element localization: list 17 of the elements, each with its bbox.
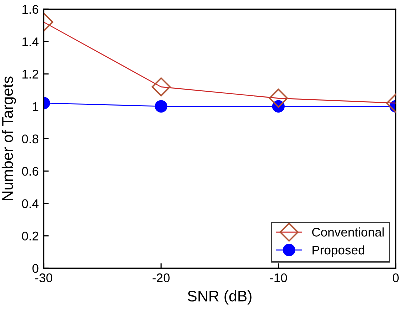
y-tick-label: 0.2 xyxy=(22,232,39,241)
x-axis-title: SNR (dB) xyxy=(188,290,252,305)
legend-label: Conventional xyxy=(312,228,384,237)
y-tick-label: 1.4 xyxy=(22,38,39,46)
y-axis-title: Number of Targets xyxy=(2,76,16,200)
y-tick-label: 0 xyxy=(32,264,39,274)
x-tick-label: -30 xyxy=(36,274,53,283)
legend-label: Proposed xyxy=(312,246,364,258)
y-tick-label: 0.8 xyxy=(22,134,39,144)
x-tick-label: -10 xyxy=(270,274,288,283)
y-tick-label: 1 xyxy=(33,102,39,112)
y-tick-label: 0.6 xyxy=(22,167,39,176)
y-tick-label: 1.2 xyxy=(22,70,39,79)
x-tick-label: -20 xyxy=(152,274,170,283)
x-tick-label: 0 xyxy=(393,274,399,283)
y-tick-label: 1.6 xyxy=(22,5,39,14)
y-tick-label: 0.4 xyxy=(22,200,39,208)
